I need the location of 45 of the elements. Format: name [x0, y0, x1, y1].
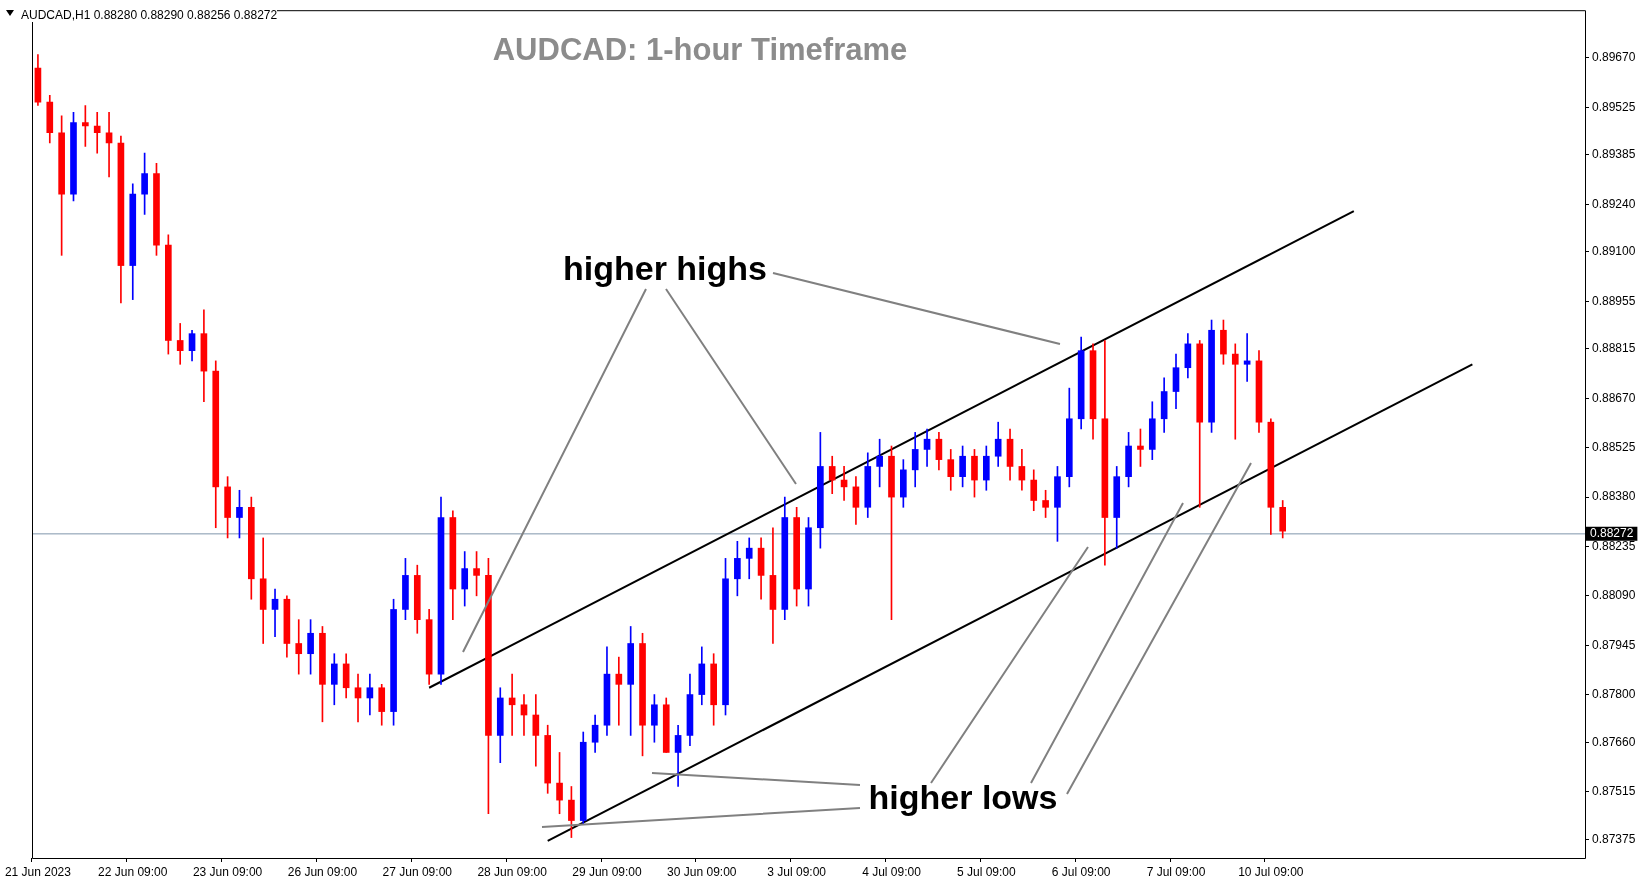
x-tick-label: 4 Jul 09:00 [862, 864, 922, 879]
x-tick-label: 3 Jul 09:00 [767, 864, 827, 879]
y-tick-label: 0.88235 [1592, 538, 1636, 553]
candlestick [93, 112, 101, 154]
x-tick-label: 27 Jun 09:00 [382, 864, 453, 879]
y-tick-label: 0.88525 [1592, 440, 1636, 455]
x-tick-label: 23 Jun 09:00 [192, 864, 263, 879]
x-tick-label: 21 Jun 2023 [4, 864, 72, 879]
y-tick-label: 0.87800 [1592, 686, 1636, 701]
y-tick-label: 0.88815 [1592, 341, 1636, 356]
y-tick-label: 0.88380 [1592, 489, 1636, 504]
x-tick-label: 22 Jun 09:00 [98, 864, 168, 879]
candlestick [176, 323, 184, 365]
y-tick-label: 0.87375 [1592, 831, 1636, 846]
x-tick-label: 29 Jun 09:00 [572, 864, 642, 879]
candlestick [295, 619, 303, 675]
x-tick-label: 26 Jun 09:00 [287, 864, 358, 879]
x-tick-label: 28 Jun 09:00 [477, 864, 548, 879]
y-tick-label: 0.87945 [1592, 637, 1636, 652]
x-tick-label: 30 Jun 09:00 [667, 864, 737, 879]
candlestick [354, 673, 362, 723]
y-tick-label: 0.89670 [1592, 50, 1636, 65]
candlestick [520, 694, 528, 736]
y-tick-label: 0.89240 [1592, 196, 1636, 211]
text: AUDCAD: 1-hour Timeframe [492, 32, 908, 68]
y-tick-label: 0.87660 [1592, 734, 1636, 749]
y-tick-label: 0.89525 [1592, 99, 1636, 114]
y-tick-label: 0.87515 [1592, 783, 1636, 798]
annotation: AUDCAD,H1 0.88280 0.88290 0.88256 0.88272 [21, 8, 278, 22]
candlestick [1231, 343, 1239, 440]
candlestick [615, 656, 623, 726]
y-tick-label: 0.88955 [1592, 293, 1636, 308]
y-tick-label: 0.88670 [1592, 390, 1636, 405]
x-tick-label: 6 Jul 09:00 [1051, 864, 1111, 879]
annotation: higher highs [563, 248, 767, 288]
y-tick-label: 0.89100 [1592, 244, 1636, 259]
ref-line-label: 0.88272 [1590, 526, 1634, 541]
annotation: higher lows [868, 777, 1058, 817]
x-tick-label: 7 Jul 09:00 [1146, 864, 1206, 879]
y-tick-label: 0.88090 [1592, 588, 1636, 603]
y-tick-label: 0.89385 [1592, 147, 1636, 162]
candlestick [105, 112, 113, 178]
x-tick-label: 5 Jul 09:00 [956, 864, 1016, 879]
x-tick-label: 10 Jul 09:00 [1238, 864, 1304, 879]
candlestick [271, 588, 279, 638]
